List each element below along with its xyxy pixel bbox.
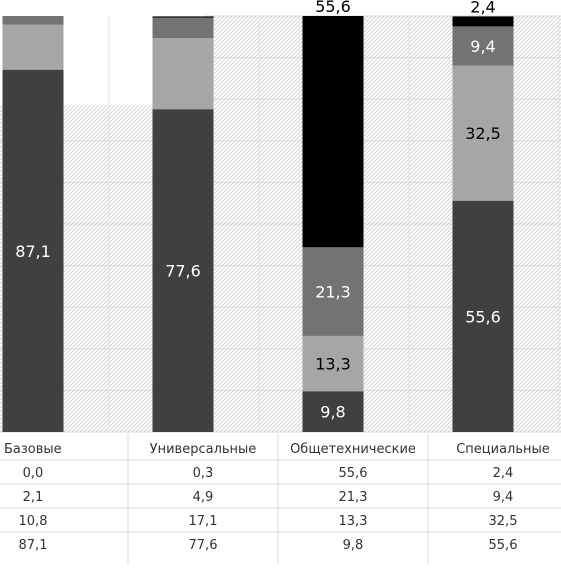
table-cell: 0,0 <box>23 466 44 481</box>
data-label: 13,3 <box>315 355 351 374</box>
data-label: 2,4 <box>470 0 495 16</box>
data-label: 87,1 <box>15 242 51 261</box>
bar-segment <box>452 16 514 27</box>
table-cell: 21,3 <box>339 490 368 505</box>
data-label: 9,8 <box>320 403 345 422</box>
bar-segment <box>152 109 214 433</box>
table-cell: 55,6 <box>489 538 518 553</box>
table-background <box>0 434 561 564</box>
table-cell: 4,9 <box>193 490 214 505</box>
bar-segment <box>2 16 64 25</box>
bar-segment <box>452 65 514 201</box>
bar-segment <box>302 247 364 336</box>
table-header-cell: Базовые <box>4 442 62 457</box>
bar-segment <box>302 16 364 248</box>
data-labels: 87,1 77,6 9,8 13,3 21,3 55,6 55,6 32,5 9,4 2,4 <box>15 0 501 422</box>
table-header-cell: Общетехнические <box>290 442 416 457</box>
table-cell: 10,8 <box>19 514 48 529</box>
table-cell: 32,5 <box>489 514 518 529</box>
bar-segment <box>302 391 364 432</box>
bar-segment <box>452 200 514 432</box>
data-label: 55,6 <box>315 0 351 16</box>
table-cell: 9,8 <box>343 538 364 553</box>
table-cell: 17,1 <box>189 514 218 529</box>
data-label: 9,4 <box>470 37 495 56</box>
table-cell: 9,4 <box>493 490 514 505</box>
table-cell: 2,4 <box>493 466 514 481</box>
bar-segment <box>152 16 214 18</box>
bars <box>2 16 514 433</box>
bar-segment <box>152 17 214 39</box>
table-cell: 2,1 <box>23 490 44 505</box>
data-label: 77,6 <box>165 262 201 281</box>
data-label: 55,6 <box>465 307 501 326</box>
data-label: 32,5 <box>465 124 501 143</box>
bar-segment <box>2 69 64 432</box>
data-label: 21,3 <box>315 283 351 302</box>
bar-segment <box>2 24 64 70</box>
data-table: Базовые Универсальные Общетехнические Специ… <box>0 434 561 564</box>
bar-segment <box>452 26 514 66</box>
table-cell: 13,3 <box>339 514 368 529</box>
table-header-cell: Специальные <box>456 442 550 457</box>
table-cell: 0,3 <box>193 466 214 481</box>
table-cell: 87,1 <box>19 538 48 553</box>
bar-segment <box>302 335 364 392</box>
table-header-cell: Универсальные <box>150 442 257 457</box>
bar-segment <box>152 38 214 110</box>
table-cell: 55,6 <box>339 466 368 481</box>
table-cell: 77,6 <box>189 538 218 553</box>
